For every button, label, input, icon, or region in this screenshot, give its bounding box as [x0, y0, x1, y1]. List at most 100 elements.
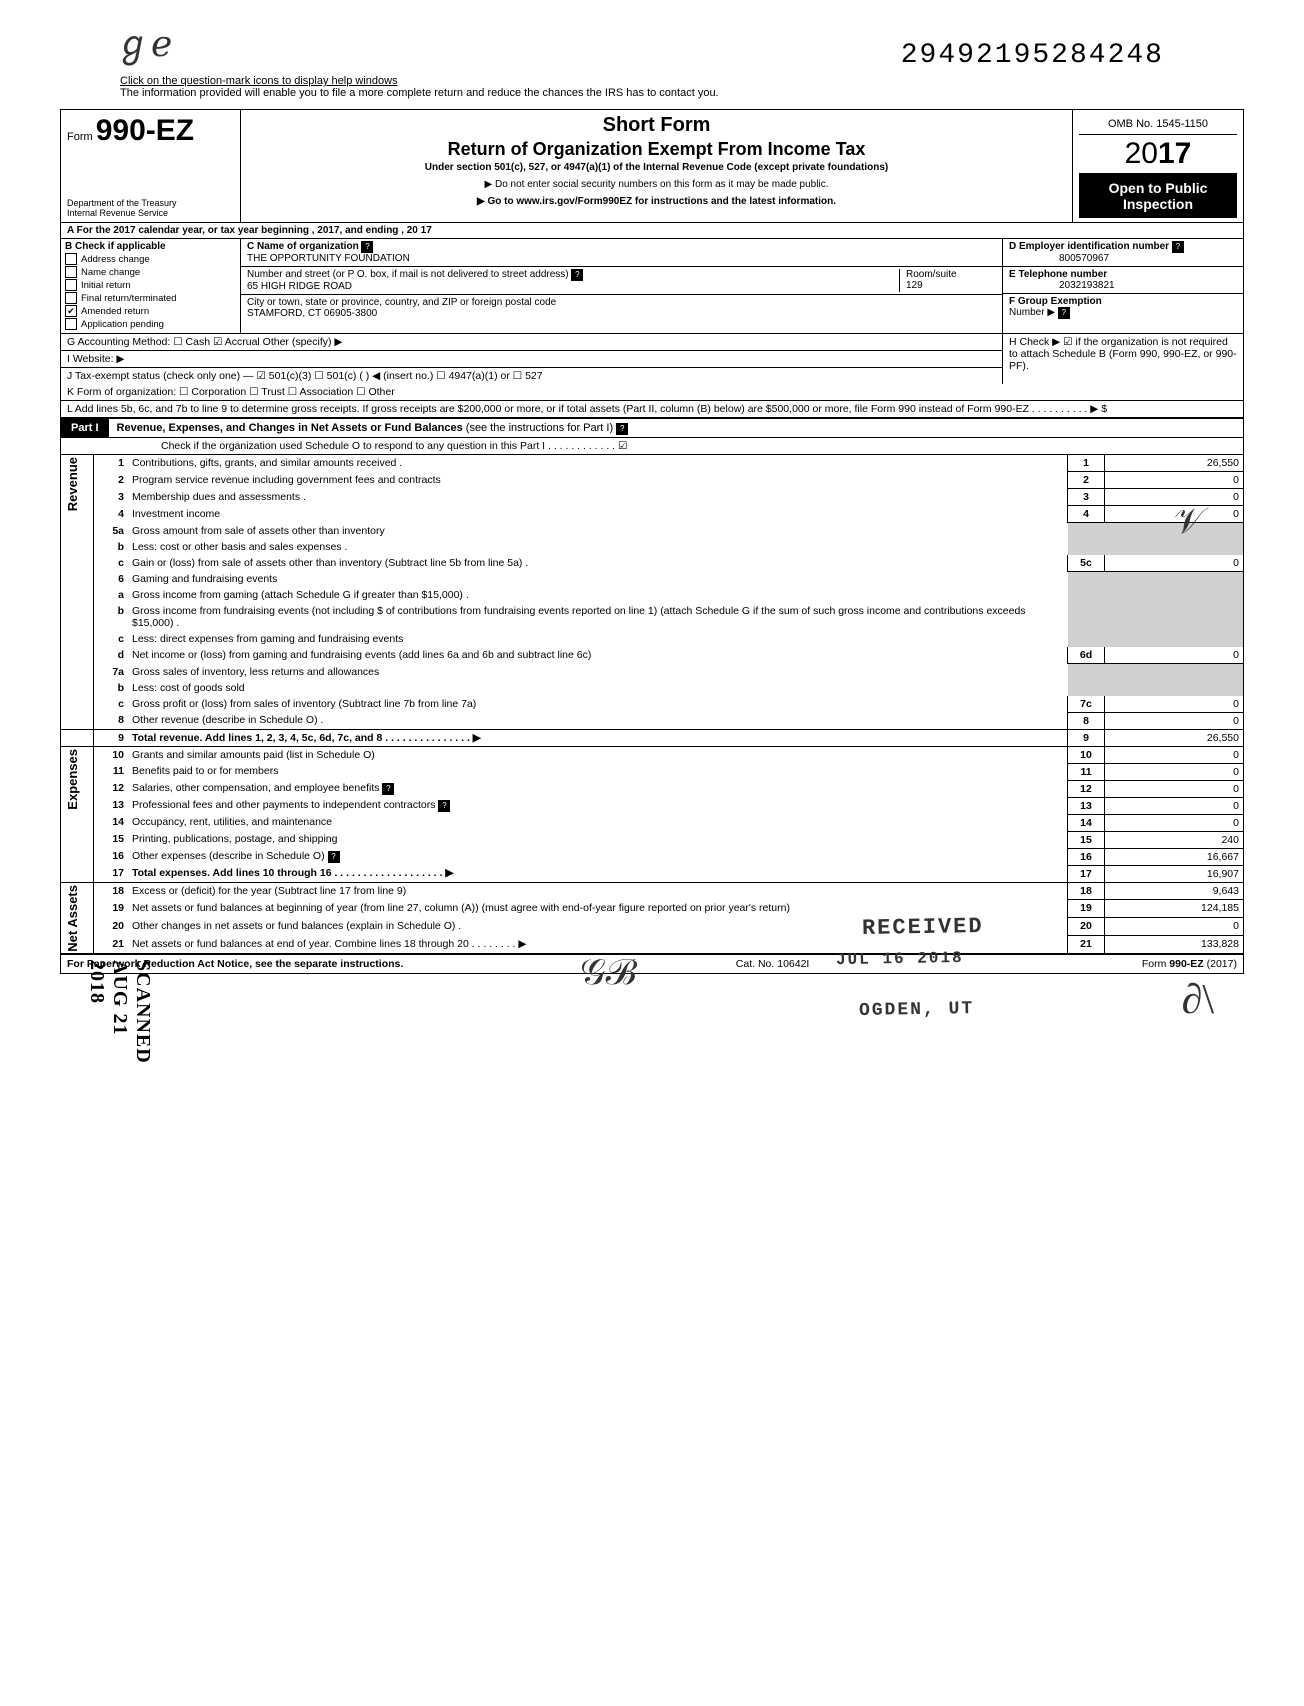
signature-scribble: ℊℯ	[115, 15, 172, 67]
schedule-o-check: Check if the organization used Schedule …	[60, 438, 1244, 455]
org-name: THE OPPORTUNITY FOUNDATION	[247, 253, 410, 264]
line10-desc: Grants and similar amounts paid (list in…	[128, 746, 1068, 763]
identity-grid: B Check if applicable Address change Nam…	[60, 238, 1244, 334]
line20-amt: 0	[1105, 918, 1244, 936]
form-subtitle: Under section 501(c), 527, or 4947(a)(1)…	[247, 162, 1066, 173]
line5b-desc: Less: cost or other basis and sales expe…	[132, 541, 347, 553]
line13-amt: 0	[1105, 797, 1244, 814]
city-value: STAMFORD, CT 06905-3800	[247, 308, 377, 319]
line11-amt: 0	[1105, 763, 1244, 780]
line7c-amt: 0	[1105, 696, 1244, 713]
help-icon[interactable]: ?	[438, 800, 450, 812]
ssn-note: ▶ Do not enter social security numbers o…	[247, 179, 1066, 190]
line18-desc: Excess or (deficit) for the year (Subtra…	[128, 882, 1068, 900]
row-j: J Tax-exempt status (check only one) — ☑…	[61, 368, 1002, 384]
ein-value: 800570967	[1009, 253, 1109, 264]
signature-initials: 𝒢ℬ	[580, 951, 636, 994]
line12-amt: 0	[1105, 780, 1244, 797]
received-date-stamp: JUL 16 2018	[836, 949, 964, 969]
line10-amt: 0	[1105, 746, 1244, 763]
department: Department of the Treasury Internal Reve…	[67, 198, 234, 218]
line7a-desc: Gross sales of inventory, less returns a…	[128, 664, 1068, 680]
tel-label: E Telephone number	[1009, 269, 1107, 280]
group-number-label: Number ▶	[1009, 307, 1055, 318]
help-icon[interactable]: ?	[1172, 241, 1184, 253]
row-g: G Accounting Method: ☐ Cash ☑ Accrual Ot…	[61, 334, 1002, 351]
line21-amt: 133,828	[1105, 936, 1244, 954]
city-label: City or town, state or province, country…	[247, 297, 556, 308]
chk-pending[interactable]	[65, 318, 77, 330]
help-icon[interactable]: ?	[382, 783, 394, 795]
line12-desc: Salaries, other compensation, and employ…	[128, 780, 1068, 797]
row-i: I Website: ▶	[61, 351, 1002, 368]
line6-desc: Gaming and fundraising events	[128, 571, 1068, 587]
website-note: ▶ Go to www.irs.gov/Form990EZ for instru…	[247, 196, 1066, 207]
line6d-amt: 0	[1105, 647, 1244, 664]
line3-desc: Membership dues and assessments .	[128, 489, 1068, 506]
help-icon[interactable]: ?	[361, 241, 373, 253]
line7b-desc: Less: cost of goods sold	[128, 680, 1068, 696]
room-label: Room/suite	[906, 269, 957, 280]
chk-initial[interactable]	[65, 279, 77, 291]
line9-amt: 26,550	[1105, 729, 1244, 746]
chk-final[interactable]	[65, 292, 77, 304]
omb-number: OMB No. 1545-1150	[1079, 114, 1237, 135]
part1-tab: Part I	[61, 419, 109, 437]
footer: For Paperwork Reduction Act Notice, see …	[60, 954, 1244, 974]
line16-desc: Other expenses (describe in Schedule O) …	[128, 848, 1068, 865]
line17-desc: Total expenses. Add lines 10 through 16 …	[128, 865, 1068, 882]
section-b-header: B Check if applicable	[65, 241, 236, 252]
line6b-desc: Gross income from fundraising events (no…	[128, 603, 1068, 631]
line6a-desc: Gross income from gaming (attach Schedul…	[128, 587, 1068, 603]
line6d-desc: Net income or (loss) from gaming and fun…	[128, 647, 1068, 664]
help-icon[interactable]: ?	[328, 851, 340, 863]
line15-amt: 240	[1105, 831, 1244, 848]
help-icon[interactable]: ?	[1058, 307, 1070, 319]
line11-desc: Benefits paid to or for members	[128, 763, 1068, 780]
help-icon[interactable]: ?	[616, 423, 628, 435]
line16-amt: 16,667	[1105, 848, 1244, 865]
line8-desc: Other revenue (describe in Schedule O) .	[128, 712, 1068, 729]
margin-mark-1: 𝒱	[1174, 500, 1204, 543]
footer-right: Form 990-EZ (2017)	[1142, 958, 1237, 970]
line17-amt: 16,907	[1105, 865, 1244, 882]
line2-desc: Program service revenue including govern…	[128, 472, 1068, 489]
group-label: F Group Exemption	[1009, 296, 1102, 307]
line18-amt: 9,643	[1105, 882, 1244, 900]
line5c-amt: 0	[1105, 555, 1244, 572]
ein-label: D Employer identification number	[1009, 241, 1169, 252]
margin-mark-2: ∂\	[1182, 976, 1214, 1024]
help-hint: Click on the question-mark icons to disp…	[120, 75, 1244, 99]
street-label: Number and street (or P O. box, if mail …	[247, 269, 569, 280]
tel-value: 2032193821	[1009, 280, 1115, 291]
short-form-label: Short Form	[247, 114, 1066, 137]
line1-desc: Contributions, gifts, grants, and simila…	[128, 455, 1068, 472]
chk-name[interactable]	[65, 266, 77, 278]
chk-address[interactable]	[65, 253, 77, 265]
line6c-desc: Less: direct expenses from gaming and fu…	[128, 631, 1068, 647]
revenue-side-label: Revenue	[65, 457, 80, 511]
scanned-stamp: SCANNED AUG 21 2018	[85, 960, 154, 1064]
line15-desc: Printing, publications, postage, and shi…	[128, 831, 1068, 848]
tax-year: 2017	[1079, 135, 1237, 174]
received-stamp: RECEIVED	[862, 914, 984, 941]
netassets-side-label: Net Assets	[65, 885, 80, 952]
line9-desc: Total revenue. Add lines 1, 2, 3, 4, 5c,…	[128, 729, 1068, 746]
row-k: K Form of organization: ☐ Corporation ☐ …	[60, 384, 1244, 401]
form-header: Form 990-EZ Department of the Treasury I…	[60, 109, 1244, 222]
chk-amended[interactable]: ✔	[65, 305, 77, 317]
part1-header: Part I Revenue, Expenses, and Changes in…	[60, 418, 1244, 438]
help-icon[interactable]: ?	[571, 269, 583, 281]
line5c-desc: Gain or (loss) from sale of assets other…	[128, 555, 1068, 572]
line19-amt: 124,185	[1105, 900, 1244, 918]
footer-cat: Cat. No. 10642I	[736, 958, 810, 970]
street-value: 65 HIGH RIDGE ROAD	[247, 281, 352, 292]
line4-desc: Investment income	[128, 506, 1068, 523]
row-h: H Check ▶ ☑ if the organization is not r…	[1003, 334, 1243, 384]
line14-desc: Occupancy, rent, utilities, and maintena…	[128, 814, 1068, 831]
row-a-calendar-year: A For the 2017 calendar year, or tax yea…	[60, 222, 1244, 238]
row-l: L Add lines 5b, 6c, and 7b to line 9 to …	[60, 401, 1244, 418]
line1-amt: 26,550	[1105, 455, 1244, 472]
name-label: C Name of organization	[247, 241, 359, 252]
form-title: Return of Organization Exempt From Incom…	[247, 139, 1066, 160]
